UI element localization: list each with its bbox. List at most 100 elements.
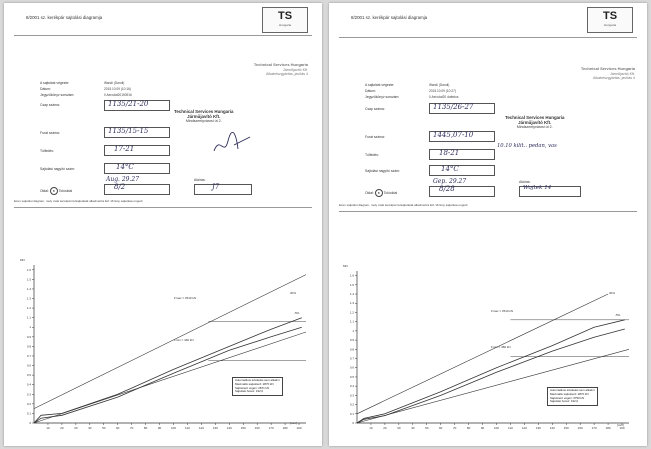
handwritten-value: 18-21 [439,149,460,157]
series-line [356,349,630,424]
x-tick-label: 40 [411,426,415,430]
info-line: Maximális sajtolóerő: 2870 kN [235,381,274,386]
x-axis-unit: [mm] [290,421,297,425]
y-tick-label: 0.6 [27,364,32,368]
x-tick-label: 20 [383,426,387,430]
handwritten-box [104,145,170,156]
radio-circle: B [49,187,58,195]
handwritten-value: 1135/26-27 [433,103,474,111]
stamp-line: Járműjavító Kft. [187,114,221,120]
stamp-line: Mindszentyvárosi út 2. [185,119,222,124]
field-value: Wandi (Dandi) [429,83,450,87]
stamp-line: Technical Services Hungaria [174,109,234,114]
footnote: Ezen sajtolási diagram, mely csak kerékp… [14,199,143,203]
handwritten-box [429,131,495,142]
series-line [356,328,625,424]
x-tick-label: 70 [453,426,457,430]
x-tick-label: 120 [199,426,204,430]
y-tick-label: 1.2 [27,306,32,310]
y-tick-label: 0.6 [350,366,355,370]
handwritten-value: 17-21 [114,145,135,153]
y-tick-label: 0.7 [350,357,355,361]
ts-logo: TS Hungaria [262,7,308,33]
header-divider [339,37,637,38]
field-label: Sajtolási nagyító szám: [365,169,400,173]
signature-box [519,186,581,197]
info-line: Maximális sajtolóerő: 2870 kN [550,391,589,396]
x-tick-label: 150 [564,426,569,430]
x-tick-label: 50 [425,426,429,430]
x-tick-label: 180 [283,426,288,430]
chart-svg: 0 0.1 0.2 0.3 0.4 0.5 0.6 0.7 0.8 0.9 1 1.1 1.2 1.3 1.… [27,265,307,430]
x-tick-label: 110 [508,426,513,430]
handwritten-date: Aug. 29.27 [106,176,140,183]
press-chart-right: 0 0.1 0.2 0.3 0.4 0.5 0.6 0.7 0.8 0.9 1 1.1 1.2 1.3 1.… [341,264,639,443]
info-line: Sajtolóerő végén: 3750 kN [550,395,585,400]
evaluation-box: Automatikus értékelés sem alkalmi Maximá… [547,387,598,407]
field-label: Dátum: [365,89,376,93]
top-percent-label: 30% [609,291,616,295]
stamp-line: Járműjavító Kft. [518,120,552,126]
field-label: Csap száma: [365,107,385,111]
logo-text: TS [277,10,293,22]
y-tick-label: 0.5 [27,373,32,377]
y-tick-label: 0.8 [350,347,355,351]
side-radio: Oldal: B Tolóoldal [365,189,397,197]
x-tick-label: 110 [185,426,190,430]
header-divider [14,35,312,36]
handwritten-mark: 8/2 [114,183,126,191]
company-stamp: Technical Services Hungaria Járműjavító … [253,62,308,77]
y-tick-label: 0.3 [350,393,355,397]
logo-subtext: Hungaria [278,23,292,27]
x-tick-label: 40 [88,426,92,430]
signature-icon [213,131,251,152]
fmin-label: Fmin = 480 kN [491,345,511,349]
radio-option-label: Tolóoldal [383,190,398,195]
document-page-left: 8/2001 sz. kerékpár sajtolási diagramja … [4,3,322,446]
y-tick-label: 0.7 [27,354,32,358]
info-line: Automatikus értékelés sem alkalmi [235,378,280,382]
company-line: Alkatrészgyártás, javítás 4 [266,72,308,77]
x-tick-label: 190 [620,426,625,430]
x-tick-label: 60 [439,426,443,430]
x-tick-label: 90 [481,426,485,430]
document-title: 8/2001 sz. kerékpár sajtolási diagramja [26,15,103,20]
x-tick-label: 140 [227,426,232,430]
handwritten-value: 14°C [116,163,134,171]
company-line: Járműjavító Kft. [610,71,635,76]
y-tick-label: 0.2 [27,402,32,406]
y-tick-label: 1.1 [350,320,355,324]
x-tick-label: 50 [102,426,106,430]
handwritten-box [429,186,495,197]
handwritten-signature: Wojtek 14 [523,185,552,191]
y-tick-label: 0.1 [27,411,32,415]
y-tick-label: 0.4 [27,383,32,387]
handwritten-box [104,127,170,138]
radio-circle: B [374,189,383,197]
y-tick-label: 1.5 [27,277,32,281]
field-label: Jegyzőkönyv sorszám: [365,95,400,99]
handwritten-box [429,165,495,176]
y-tick-label: 1.3 [27,297,32,301]
y-tick-label: 1.6 [350,274,355,278]
x-tick-label: 160 [578,426,583,430]
info-line: Sajtolóerő végén: 2871 kN [235,385,270,390]
y-tick-label: 0.9 [27,335,32,339]
field-label: Dátum: [40,87,51,91]
company-stamp-2: Technical Services Hungaria Járműjavító … [174,109,233,125]
y-tick-label: 0.3 [27,392,32,396]
handwritten-mark: 8/28 [439,185,455,193]
company-line: Technical Services Hungaria [253,62,308,67]
x-tick-label: 30 [397,426,401,430]
x-tick-label: 130 [213,426,218,430]
document-title: 8/2001 sz. kerékpár sajtolási diagramja [351,15,428,20]
x-tick-label: 160 [255,426,260,430]
x-tick-label: 100 [171,426,176,430]
y-tick-label: 1.4 [27,287,32,291]
series-line [33,326,302,424]
radio-label: Oldal: [365,190,374,195]
fmin-label: Fmin = 460 kN [174,338,194,342]
y-tick-label: 0.4 [350,384,355,388]
field-label: Sajtolási nagyító szám: [40,167,75,171]
x-tick-label: 10 [369,426,373,430]
